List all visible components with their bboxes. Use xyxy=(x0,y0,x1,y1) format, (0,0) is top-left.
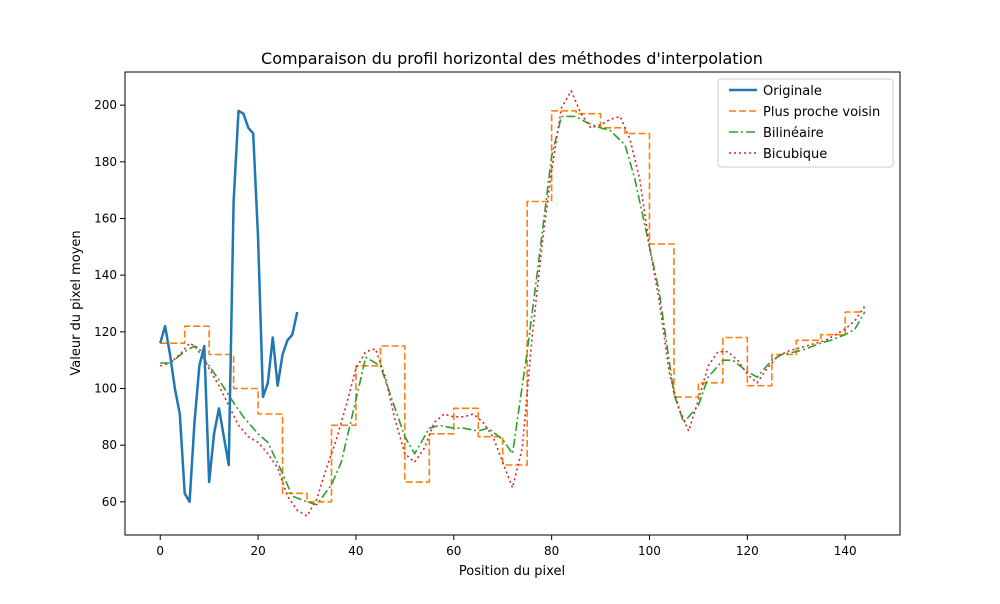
y-tick-label: 80 xyxy=(102,438,117,452)
y-axis-label: Valeur du pixel moyen xyxy=(69,230,84,375)
series-line-plus-proche-voisin xyxy=(160,110,865,503)
x-tick-label: 120 xyxy=(736,544,759,558)
y-tick-label: 200 xyxy=(94,98,117,112)
legend-label: Plus proche voisin xyxy=(763,105,880,120)
legend-items: Originale Plus proche voisin Bilinéaire Bic… xyxy=(729,84,880,162)
x-tick-label: 20 xyxy=(250,544,265,558)
y-tick-label: 180 xyxy=(94,155,117,169)
y-tick-label: 140 xyxy=(94,268,117,282)
x-tick-label: 140 xyxy=(834,544,857,558)
y-tick-label: 100 xyxy=(94,382,117,396)
x-tick-label: 60 xyxy=(446,544,461,558)
y-axis: 60 80 100 120 140 160 180 200 xyxy=(94,98,125,509)
x-tick-label: 80 xyxy=(544,544,559,558)
series-line-originale xyxy=(159,109,299,504)
legend-label: Bicubique xyxy=(763,147,827,162)
chart-title: Comparaison du profil horizontal des mét… xyxy=(261,49,763,68)
legend-box xyxy=(717,78,894,168)
legend-label: Originale xyxy=(763,84,822,99)
x-tick-label: 0 xyxy=(156,544,164,558)
plot-lines xyxy=(159,90,866,517)
legend: Originale Plus proche voisin Bilinéaire Bic… xyxy=(717,78,894,168)
plot-frame xyxy=(124,71,901,536)
x-tick-label: 40 xyxy=(348,544,363,558)
x-axis: 0 20 40 60 80 100 120 140 xyxy=(156,535,857,558)
y-tick-label: 120 xyxy=(94,325,117,339)
y-tick-label: 60 xyxy=(102,495,117,509)
x-axis-label: Position du pixel xyxy=(459,564,565,579)
x-tick-label: 100 xyxy=(638,544,661,558)
legend-label: Bilinéaire xyxy=(763,126,824,141)
y-tick-label: 160 xyxy=(94,211,117,225)
